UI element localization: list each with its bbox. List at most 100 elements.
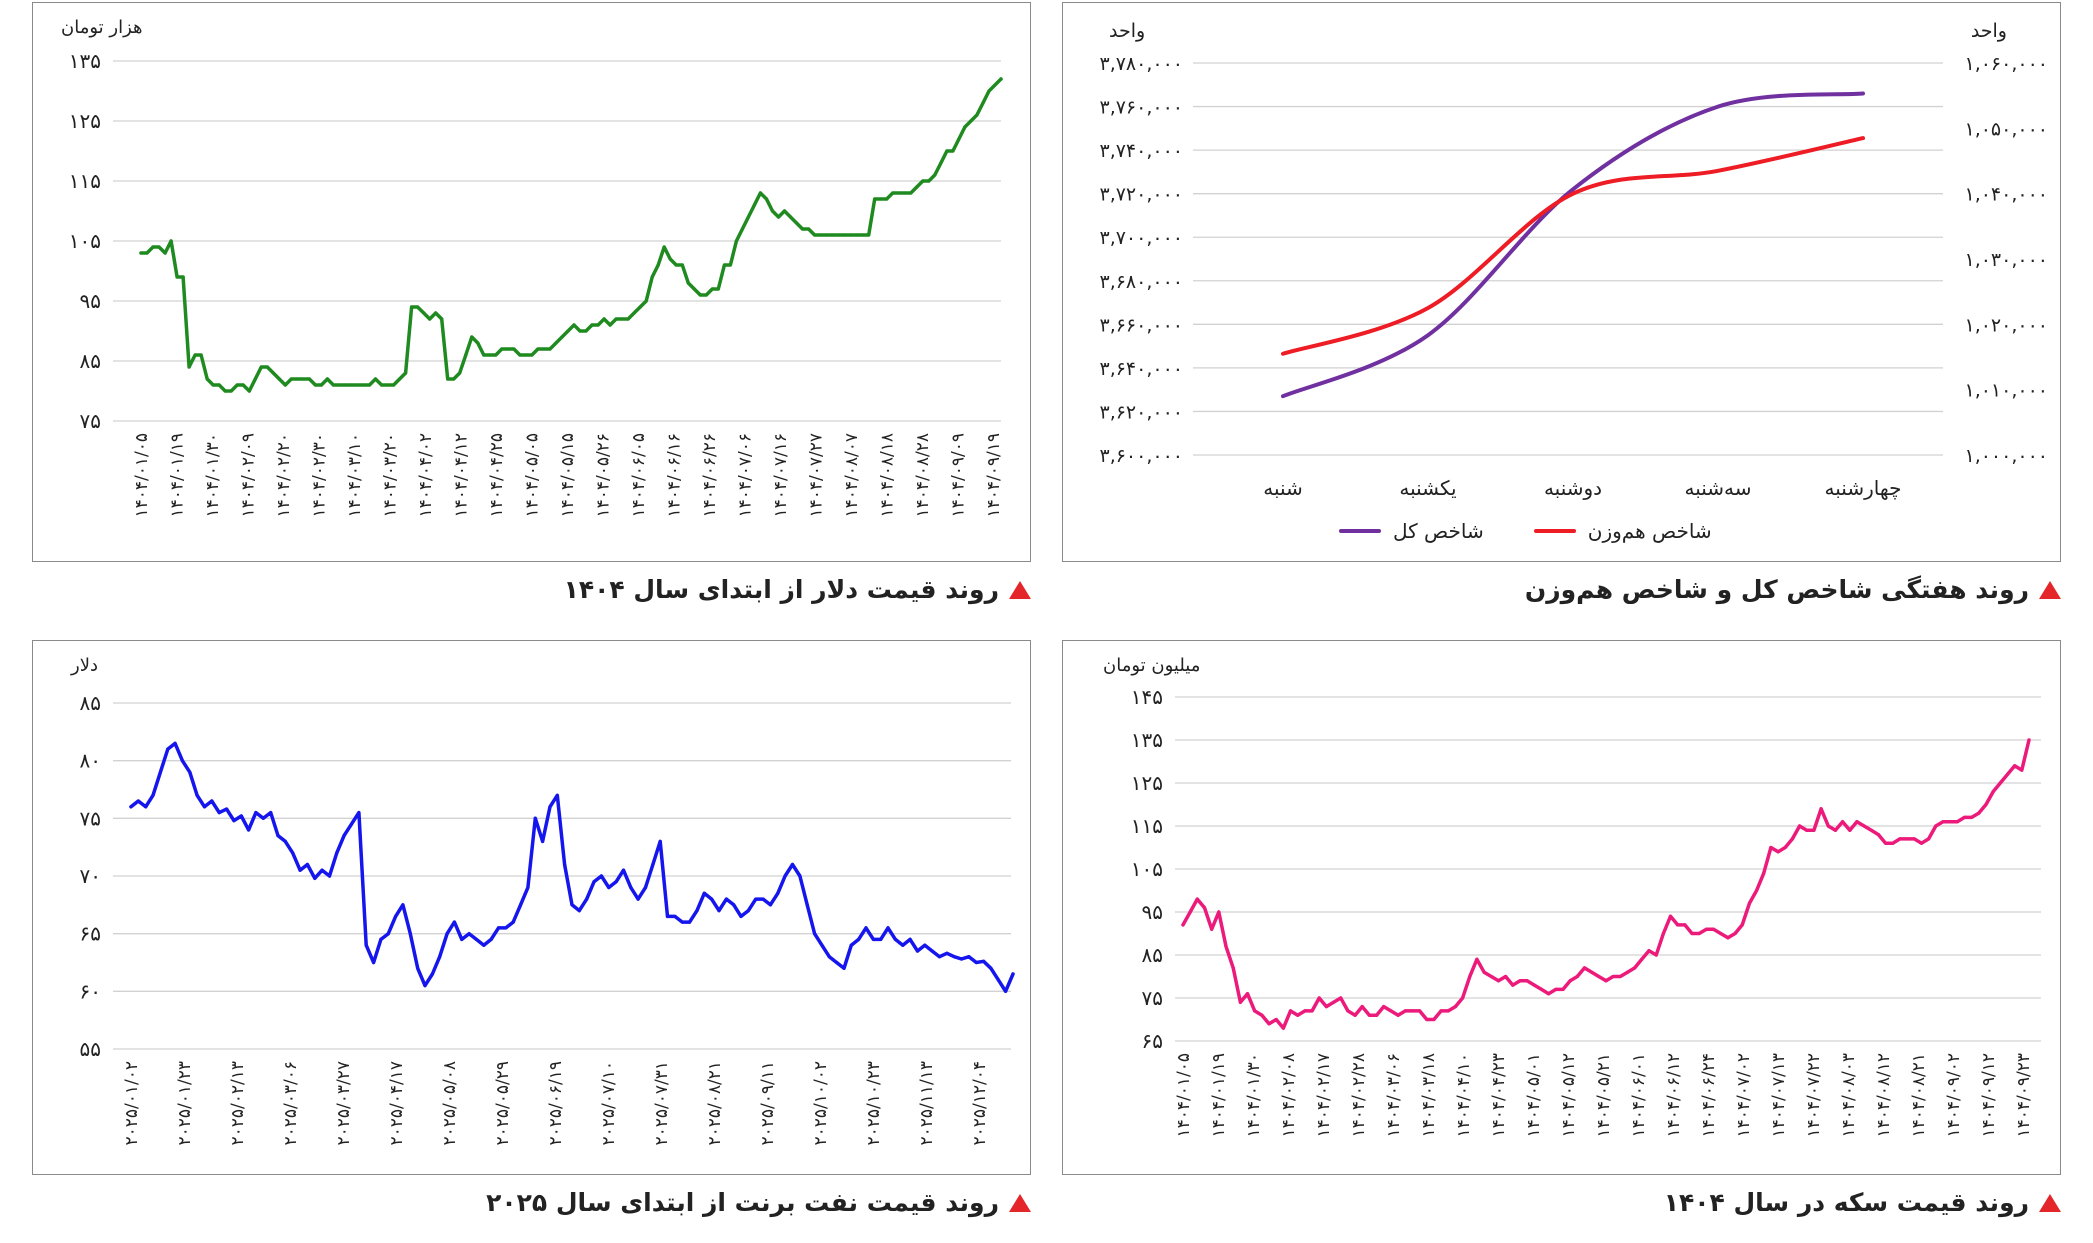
data-point (157, 245, 161, 249)
data-point (129, 805, 133, 809)
data-point (205, 377, 209, 381)
data-point (1841, 820, 1845, 824)
data-point (1625, 970, 1630, 974)
data-point (1891, 841, 1895, 845)
x-tick-label: ۱۴۰۴/۰۵/۱۲ (1559, 1053, 1579, 1138)
data-point (577, 909, 581, 913)
series-line-ew (1281, 136, 1865, 356)
data-point (1004, 989, 1008, 993)
x-tick-label: ۱۴۰۴/۰۸/۱۲ (1874, 1053, 1894, 1138)
y-tick-label: ۱۱۵ (69, 169, 101, 193)
data-point (1217, 910, 1221, 914)
data-point (996, 978, 1000, 982)
data-point (232, 819, 236, 823)
data-point (734, 239, 739, 243)
data-point (790, 862, 795, 867)
data-point (614, 317, 618, 321)
legend-label-ew: شاخص هم‌وزن (1587, 519, 1712, 543)
data-point (401, 903, 405, 907)
data-point (1554, 987, 1558, 991)
data-point (638, 305, 642, 309)
data-point (861, 233, 865, 237)
data-point (422, 311, 426, 315)
x-tick-label: ۲۰۲۵/۰۶/۱۹ (546, 1061, 566, 1146)
data-point (1970, 815, 1974, 819)
data-point (349, 383, 354, 387)
right-tick-label: ۱,۰۴۰,۰۰۰ (1964, 184, 2048, 206)
data-point (1360, 1005, 1364, 1009)
data-point (139, 251, 143, 255)
data-point (867, 233, 871, 237)
x-tick-label: ۱۴۰۴/۰۵/۱۵ (558, 433, 578, 518)
data-point (570, 903, 574, 907)
x-tick-label: ۱۴۰۴/۰۱/۱۹ (1209, 1053, 1229, 1138)
data-point (526, 885, 530, 890)
data-point (202, 805, 207, 809)
x-tick-label: ۱۴۰۴/۰۶/۰۱ (1629, 1053, 1649, 1138)
x-tick-label: ۱۴۰۴/۰۴/۰۲ (416, 433, 436, 518)
data-point (764, 197, 769, 201)
data-point (482, 353, 486, 357)
data-point (277, 377, 281, 381)
data-point (680, 263, 684, 267)
data-point (2020, 768, 2024, 772)
data-point (434, 311, 438, 315)
data-point (951, 149, 955, 153)
x-tick-label: ۱۴۰۴/۰۷/۰۲ (1734, 1053, 1754, 1138)
data-point (761, 897, 765, 901)
data-point (1571, 187, 1575, 191)
data-point (1310, 1009, 1314, 1013)
data-point (355, 383, 360, 387)
data-point (644, 299, 648, 303)
right-tick-label: ۱,۰۵۰,۰۰۰ (1964, 118, 2048, 140)
data-point (740, 227, 745, 231)
data-point (698, 293, 702, 297)
x-tick-label: ۲۰۲۵/۰۱/۲۳ (175, 1061, 195, 1146)
data-point (1547, 992, 1551, 996)
data-point (632, 311, 636, 315)
data-point (658, 839, 662, 843)
data-point (620, 317, 624, 321)
data-point (307, 377, 311, 381)
data-point (1919, 841, 1924, 845)
data-point (1496, 979, 1501, 983)
data-point (357, 811, 361, 815)
data-point (217, 811, 221, 815)
oil-chart-panel: دلار ۵۵ ۶۰ ۶۵ ۷۰ ۷۵ ۸۰ ۸۵ ۲۰۲۵/۰۱/۰۲ ۲۰۲۵/۰۱/۲۳ ۲۰… (32, 640, 1031, 1175)
data-point (1812, 828, 1816, 832)
left-tick-label: ۳,۷۴۰,۰۰۰ (1099, 140, 1183, 162)
data-point (819, 233, 823, 237)
x-tick-label: ۱۴۰۴/۰۹/۰۲ (1944, 1053, 1964, 1138)
data-point (229, 389, 233, 393)
data-point (1511, 983, 1515, 987)
data-point (1425, 1017, 1429, 1022)
data-point (1640, 957, 1644, 961)
data-point (530, 353, 534, 357)
data-point (1755, 888, 1759, 893)
data-point (831, 233, 835, 237)
data-point (398, 377, 402, 381)
data-point (939, 161, 943, 165)
data-point (253, 377, 257, 381)
x-tick-label: ۱۴۰۴/۰۷/۱۶ (771, 433, 791, 518)
data-point (188, 770, 192, 774)
data-point (295, 377, 299, 381)
x-tick-label: ۱۴۰۴/۰۵/۰۵ (523, 433, 543, 518)
data-point (768, 903, 773, 907)
data-point (563, 862, 567, 867)
data-point (342, 834, 346, 838)
data-point (380, 383, 384, 387)
y-tick-label: ۶۵ (1142, 1029, 1163, 1053)
data-point (416, 305, 420, 309)
data-point (668, 257, 672, 261)
data-point (536, 347, 540, 351)
x-tick-label: ۱۴۰۴/۰۳/۰۶ (1384, 1053, 1404, 1138)
data-point (843, 233, 847, 237)
data-point (446, 377, 450, 381)
x-category-label: شنبه (1263, 476, 1303, 500)
data-point (1733, 931, 1737, 936)
data-point (151, 245, 155, 249)
x-tick-label: ۱۴۰۴/۰۲/۱۷ (1314, 1053, 1334, 1138)
y-tick-label: ۷۰ (80, 864, 101, 888)
data-point (1188, 910, 1192, 914)
